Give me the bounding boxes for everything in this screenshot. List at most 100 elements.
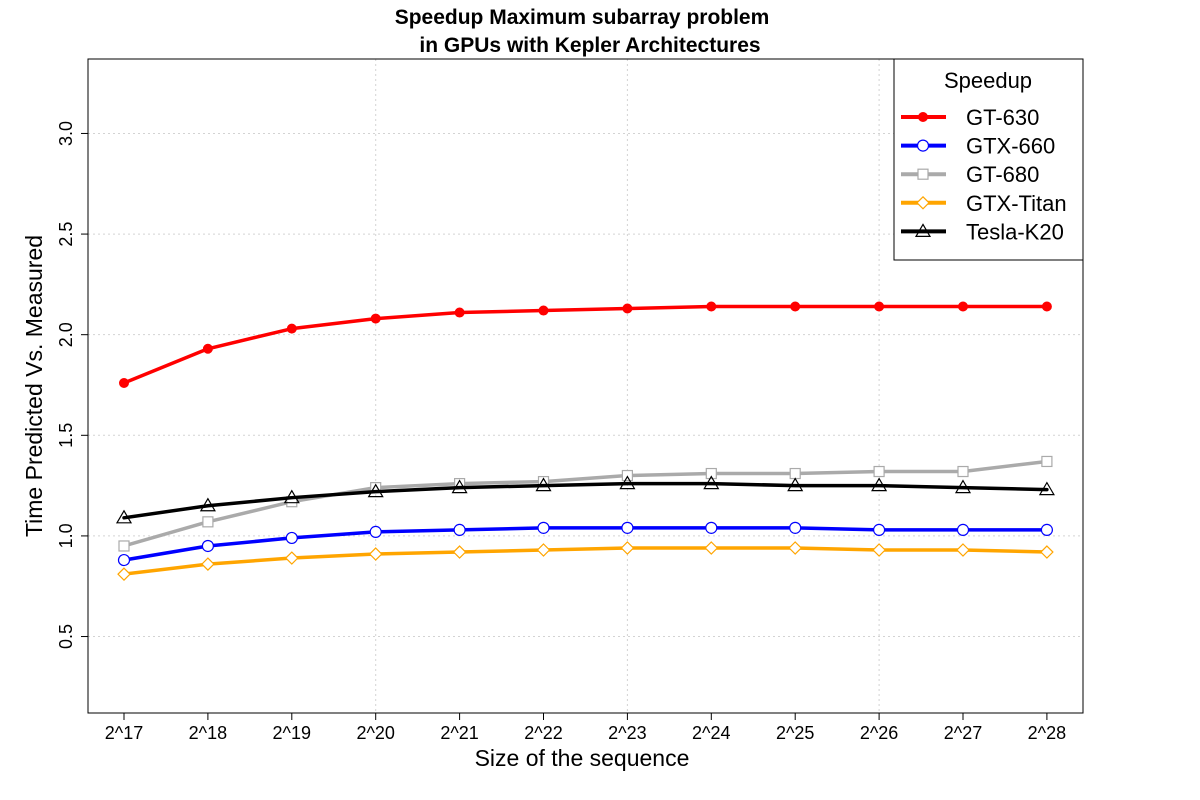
chart-title-line-2: in GPUs with Kepler Architectures (419, 34, 760, 57)
axes: 2^17 2^18 2^19 2^20 2^21 2^22 2^23 2^24 2^25 2^26… (56, 121, 1066, 743)
y-axis-title: Time Predicted Vs. Measured (21, 235, 47, 537)
data-point (788, 541, 803, 555)
legend-label: GT-630 (966, 105, 1039, 130)
data-point (872, 523, 886, 536)
data-point (956, 523, 970, 536)
data-point (283, 489, 300, 504)
data-point (956, 543, 970, 557)
data-point (201, 539, 214, 553)
data-point (789, 467, 801, 480)
legend-label: Tesla-K20 (966, 219, 1064, 244)
y-tick-label: 2.0 (56, 322, 76, 347)
x-tick-label: 2^22 (524, 723, 562, 743)
chart-title-line-1: Speedup Maximum subarray problem (395, 6, 770, 29)
x-axis-title: Size of the sequence (475, 745, 690, 771)
data-point (703, 475, 720, 490)
legend-marker (914, 223, 932, 237)
legend-entry: GT-680 (901, 162, 1039, 187)
legend-marker (918, 112, 928, 122)
data-point (201, 557, 215, 571)
data-point (873, 465, 885, 478)
data-point (1040, 545, 1054, 559)
data-point (537, 521, 550, 534)
legend-title: Speedup (944, 68, 1032, 93)
data-point (368, 547, 383, 561)
legend-entry: Tesla-K20 (901, 219, 1064, 244)
y-tick-label: 0.5 (56, 624, 76, 649)
data-point (119, 377, 129, 388)
series-gtx-660 (117, 521, 1054, 567)
data-point (115, 509, 133, 524)
y-tick-label: 2.5 (56, 222, 76, 247)
data-point (954, 479, 972, 494)
series-line (122, 459, 1049, 548)
data-point (622, 303, 633, 314)
data-point (202, 516, 214, 528)
y-tick-label: 1.5 (56, 423, 76, 448)
data-point (874, 301, 885, 312)
plot-frame (87, 58, 1084, 714)
data-point (1040, 523, 1054, 536)
data-point (619, 475, 636, 490)
data-point (1038, 481, 1055, 496)
legend: Speedup GT-630 GTX-660 GT-680 GTX-Titan Tesl… (893, 58, 1084, 261)
legend-label: GTX-660 (966, 134, 1055, 159)
y-tick-label: 3.0 (56, 121, 76, 146)
series-line (122, 546, 1049, 576)
data-point (202, 343, 213, 354)
series-line (122, 526, 1049, 562)
data-point (452, 545, 467, 559)
data-point (370, 313, 381, 324)
series-gtx-titan (117, 541, 1054, 581)
legend-marker (916, 195, 930, 210)
x-tick-label: 2^21 (440, 723, 478, 743)
data-point (621, 521, 634, 534)
legend-marker (917, 168, 929, 180)
data-point (538, 305, 549, 316)
legend-label: GT-680 (966, 162, 1039, 187)
x-tick-label: 2^19 (273, 723, 311, 743)
x-tick-label: 2^26 (860, 723, 898, 743)
series-group (115, 301, 1055, 581)
series-gt-630 (119, 301, 1052, 388)
series-line (122, 304, 1049, 385)
x-tick-label: 2^25 (776, 723, 814, 743)
series-line (122, 481, 1049, 520)
legend-label: GTX-Titan (966, 191, 1067, 216)
data-point (1041, 455, 1053, 468)
data-point (369, 525, 382, 538)
series-tesla-k20 (115, 475, 1055, 524)
data-point (705, 521, 718, 534)
x-tick-label: 2^20 (356, 723, 394, 743)
data-point (117, 553, 131, 567)
x-tick-label: 2^23 (608, 723, 646, 743)
y-tick-label: 1.0 (56, 523, 76, 548)
legend-entry: GTX-Titan (901, 191, 1067, 216)
data-point (286, 323, 297, 334)
x-tick-label: 2^28 (1028, 723, 1066, 743)
data-point (284, 551, 299, 565)
x-tick-label: 2^18 (189, 723, 227, 743)
data-point (118, 540, 130, 552)
legend-box (893, 58, 1084, 261)
data-point (454, 307, 465, 318)
data-point (453, 523, 466, 536)
data-point (199, 497, 216, 512)
data-point (1041, 301, 1052, 312)
data-point (957, 465, 969, 478)
x-tick-label: 2^24 (692, 723, 730, 743)
data-point (958, 301, 968, 312)
data-point (789, 521, 802, 534)
data-point (790, 301, 801, 312)
data-point (367, 483, 384, 498)
data-point (535, 477, 552, 492)
grid (88, 59, 1083, 713)
data-point (705, 467, 717, 480)
data-point (117, 567, 131, 581)
x-tick-label: 2^27 (944, 723, 982, 743)
legend-marker (916, 139, 930, 152)
data-point (872, 543, 886, 557)
data-point (451, 479, 468, 494)
